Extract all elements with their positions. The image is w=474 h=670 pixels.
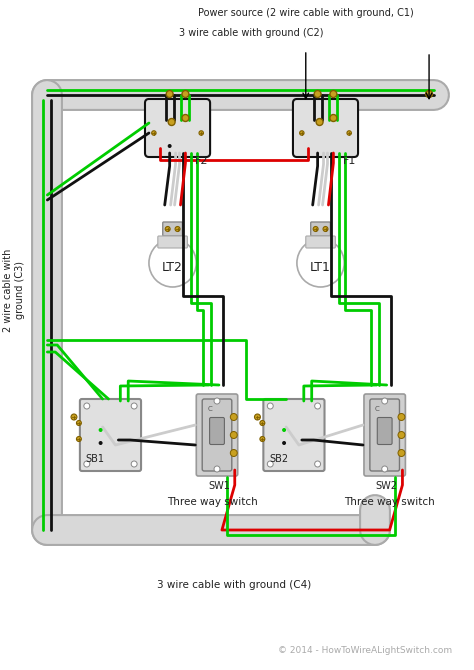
Circle shape [230, 431, 237, 438]
FancyBboxPatch shape [306, 236, 336, 248]
Circle shape [314, 90, 321, 98]
Circle shape [313, 226, 318, 232]
Circle shape [182, 115, 189, 121]
Circle shape [230, 413, 237, 421]
Text: LT2: LT2 [162, 261, 183, 273]
Circle shape [382, 466, 388, 472]
Circle shape [260, 421, 265, 425]
Circle shape [99, 428, 102, 432]
Text: 3 wire cable with ground (C4): 3 wire cable with ground (C4) [156, 580, 311, 590]
Circle shape [84, 403, 90, 409]
FancyBboxPatch shape [196, 394, 238, 476]
Circle shape [426, 90, 432, 98]
FancyBboxPatch shape [370, 399, 400, 471]
Circle shape [76, 436, 82, 442]
Circle shape [255, 414, 260, 420]
Circle shape [267, 461, 273, 467]
Text: Power source (2 wire cable with ground, C1): Power source (2 wire cable with ground, … [198, 8, 414, 18]
Circle shape [152, 131, 156, 135]
Circle shape [267, 403, 273, 409]
Text: SW1: SW1 [208, 481, 230, 491]
Circle shape [398, 431, 405, 438]
Circle shape [99, 441, 102, 445]
FancyBboxPatch shape [163, 222, 182, 236]
Circle shape [175, 226, 180, 232]
Circle shape [260, 436, 265, 442]
Circle shape [323, 226, 328, 232]
Text: SW2: SW2 [376, 481, 398, 491]
FancyBboxPatch shape [310, 222, 330, 236]
Text: LT1: LT1 [310, 261, 331, 273]
Text: 2 wire cable with
ground (C3): 2 wire cable with ground (C3) [3, 249, 25, 332]
Circle shape [131, 461, 137, 467]
Circle shape [149, 239, 196, 287]
Circle shape [316, 119, 323, 125]
FancyBboxPatch shape [80, 399, 141, 471]
Circle shape [182, 90, 189, 98]
Circle shape [398, 450, 405, 456]
Circle shape [131, 403, 137, 409]
FancyBboxPatch shape [145, 99, 210, 157]
FancyBboxPatch shape [364, 394, 405, 476]
Text: F1: F1 [343, 156, 356, 166]
Circle shape [168, 144, 172, 148]
Circle shape [382, 398, 388, 404]
Circle shape [282, 428, 286, 432]
Circle shape [330, 90, 337, 98]
Circle shape [315, 461, 320, 467]
Circle shape [398, 413, 405, 421]
FancyBboxPatch shape [264, 399, 325, 471]
Circle shape [230, 450, 237, 456]
Text: C: C [375, 406, 380, 412]
Circle shape [330, 115, 337, 121]
Circle shape [84, 461, 90, 467]
Circle shape [166, 90, 173, 98]
Text: SB1: SB1 [86, 454, 105, 464]
Circle shape [315, 403, 320, 409]
FancyBboxPatch shape [210, 417, 224, 444]
Circle shape [76, 421, 82, 425]
Text: SB2: SB2 [269, 454, 288, 464]
Circle shape [282, 441, 286, 445]
FancyBboxPatch shape [158, 236, 187, 248]
Circle shape [347, 131, 351, 135]
Text: 3 wire cable with ground (C2): 3 wire cable with ground (C2) [179, 28, 324, 38]
Circle shape [199, 131, 203, 135]
Circle shape [71, 414, 77, 420]
Text: F2: F2 [195, 156, 209, 166]
Circle shape [165, 226, 170, 232]
FancyBboxPatch shape [202, 399, 232, 471]
Circle shape [168, 119, 175, 125]
FancyBboxPatch shape [293, 99, 358, 157]
Text: Three way switch: Three way switch [167, 497, 257, 507]
Text: Three way switch: Three way switch [344, 497, 435, 507]
Circle shape [214, 398, 220, 404]
Text: C: C [207, 406, 212, 412]
Circle shape [297, 239, 344, 287]
Circle shape [300, 131, 304, 135]
Text: © 2014 - HowToWireALightSwitch.com: © 2014 - HowToWireALightSwitch.com [278, 646, 452, 655]
FancyBboxPatch shape [377, 417, 392, 444]
Circle shape [214, 466, 220, 472]
